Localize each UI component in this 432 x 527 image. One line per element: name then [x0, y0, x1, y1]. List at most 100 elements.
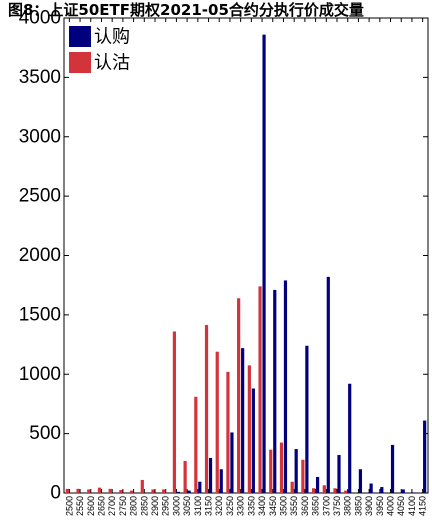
put-bar [215, 351, 219, 493]
y-tick-labels: 0 500 1000 1500 2000 2500 3000 3500 4000 [19, 8, 61, 504]
call-bar [305, 345, 309, 493]
plot-axes [63, 17, 429, 494]
put-bar [119, 490, 123, 493]
call-bar [294, 449, 298, 493]
put-bar [344, 490, 348, 493]
x-tick-label: 3800 [343, 496, 353, 516]
call-bar [283, 280, 288, 493]
put-bar [87, 489, 91, 493]
x-tick-label: 3600 [300, 496, 310, 516]
put-bar [311, 488, 316, 493]
put-bar [129, 490, 134, 493]
y-tick-label: 500 [29, 423, 61, 444]
x-tick-label: 2500 [64, 496, 74, 516]
put-bar [204, 324, 209, 493]
y-tick-label: 1000 [19, 364, 61, 385]
put-bar [183, 460, 187, 493]
x-tick-label: 2650 [96, 496, 106, 516]
put-bar [151, 489, 155, 493]
x-tick-label: 4100 [407, 496, 417, 516]
x-tick-labels: 2500 2550 2600 2650 2700 2750 2800 2850 2900 2950… [64, 496, 427, 516]
put-bar [194, 396, 198, 493]
legend-label: 认沽 [94, 53, 130, 74]
call-bar [315, 476, 320, 493]
put-bar [76, 488, 80, 493]
put-bar [301, 459, 305, 493]
x-tick-label: 4050 [396, 496, 406, 516]
call-bar [187, 490, 191, 493]
y-tick-label: 4000 [19, 8, 61, 29]
call-bar [401, 489, 405, 493]
y-tick-label: 0 [50, 483, 61, 504]
legend-swatch [69, 52, 91, 73]
x-tick-label: 3650 [311, 496, 321, 516]
legend-swatch [69, 26, 91, 47]
put-bar [140, 479, 144, 493]
x-tick-label: 3250 [225, 496, 235, 516]
call-bar [219, 469, 223, 493]
x-tick-label: 2600 [86, 496, 96, 516]
x-tick-label: 3700 [321, 496, 331, 516]
call-bar [412, 492, 416, 493]
put-bar [269, 449, 273, 493]
x-tick-label: 2800 [129, 496, 139, 516]
x-tick-label: 2550 [75, 496, 85, 516]
x-tick-label: 2900 [150, 496, 160, 516]
x-tick-label: 2850 [139, 496, 149, 516]
x-tick-label: 3900 [364, 496, 374, 516]
x-tick-label: 3750 [332, 496, 342, 516]
x-tick-label: 2950 [161, 496, 171, 516]
put-bar [290, 481, 294, 493]
call-bar [176, 491, 181, 493]
call-bar [208, 457, 213, 493]
put-bar [226, 371, 230, 493]
call-bar [273, 289, 277, 493]
call-bar [198, 481, 202, 493]
y-tick-label: 3500 [19, 67, 61, 88]
x-tick-label: 3550 [289, 496, 299, 516]
y-tick-label: 2000 [19, 245, 61, 266]
legend-label: 认购 [94, 27, 130, 48]
x-tick-label: 3400 [257, 496, 267, 516]
y-tick-label: 1500 [19, 304, 61, 325]
put-bar [65, 488, 69, 493]
plot-frame [63, 17, 429, 494]
x-tick-label: 3850 [353, 496, 363, 516]
call-bar [337, 455, 341, 493]
call-bar [326, 276, 330, 493]
call-bar [230, 432, 234, 493]
put-bar [237, 298, 241, 493]
call-bar [262, 34, 266, 493]
x-tick-label: 3150 [204, 496, 214, 516]
put-bar [97, 487, 102, 493]
call-bar [390, 444, 395, 493]
put-bar [322, 485, 326, 493]
x-tick-label: 3200 [214, 496, 224, 516]
x-tick-label: 3450 [268, 496, 278, 516]
put-bar [258, 286, 262, 493]
put-bar [333, 488, 337, 493]
y-tick-label: 2500 [19, 186, 61, 207]
x-tick-label: 4000 [386, 496, 396, 516]
call-bar [380, 487, 384, 493]
x-tick-label: 3950 [375, 496, 385, 516]
y-tick-label: 3000 [19, 126, 61, 147]
x-tick-label: 3350 [246, 496, 256, 516]
x-tick-label: 3000 [171, 496, 181, 516]
x-tick-label: 3300 [236, 496, 246, 516]
call-bar [241, 348, 245, 493]
chart-title: 图8：上证50ETF期权2021-05合约分执行价成交量 [8, 1, 364, 19]
put-bar [162, 489, 166, 493]
call-bar [358, 469, 363, 493]
put-bar [108, 488, 112, 493]
call-bar [348, 383, 352, 493]
x-tick-label: 4150 [418, 496, 428, 516]
x-tick-label: 2750 [118, 496, 128, 516]
x-tick-label: 3050 [182, 496, 192, 516]
put-bar [279, 442, 284, 493]
plot-bars [65, 34, 427, 493]
call-bar [369, 483, 373, 493]
x-tick-label: 3500 [278, 496, 288, 516]
